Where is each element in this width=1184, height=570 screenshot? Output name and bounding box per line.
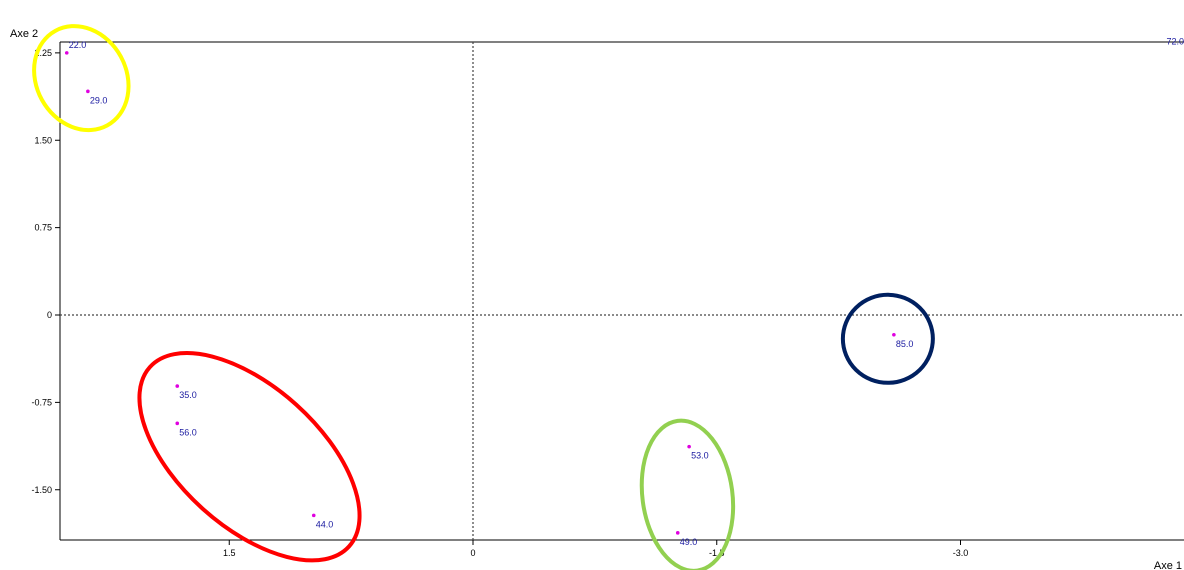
data-point bbox=[311, 513, 316, 518]
y-tick-label: -0.75 bbox=[31, 397, 52, 407]
point-label: 72.0 bbox=[1166, 36, 1184, 46]
data-point bbox=[86, 89, 90, 94]
point-label: 22.0 bbox=[69, 40, 87, 50]
y-tick-label: -1.50 bbox=[31, 485, 52, 495]
x-tick-label: 0 bbox=[470, 548, 475, 558]
point-label: 49.0 bbox=[680, 537, 698, 547]
highlight-ellipse bbox=[639, 418, 736, 570]
data-point bbox=[675, 531, 680, 535]
y-axis-ticks: 2.25 1.50 0.75 0 -0.75 -1.50 bbox=[31, 48, 60, 495]
point-label: 56.0 bbox=[179, 427, 197, 437]
zero-lines bbox=[60, 42, 1184, 540]
y-tick-label: 0 bbox=[47, 310, 52, 320]
highlight-ellipse bbox=[32, 24, 131, 133]
point-label: 44.0 bbox=[316, 519, 334, 529]
data-point bbox=[175, 421, 180, 426]
data-point bbox=[687, 444, 691, 449]
x-tick-label: 1.5 bbox=[223, 548, 236, 558]
highlight-ellipse bbox=[137, 351, 362, 563]
x-tick-label: -1.5 bbox=[709, 548, 725, 558]
data-point bbox=[64, 51, 69, 55]
point-label: 29.0 bbox=[90, 95, 108, 105]
y-tick-label: 1.50 bbox=[34, 135, 52, 145]
x-axis-label: Axe 1 bbox=[1154, 560, 1182, 570]
data-points: 22.0 29.0 72.0 35.0 56.0 44.0 53.0 49.0 85.0 bbox=[64, 36, 1184, 547]
plot-frame bbox=[59, 41, 1184, 541]
highlight-ellipse bbox=[840, 292, 935, 385]
point-label: 35.0 bbox=[179, 390, 197, 400]
point-label: 53.0 bbox=[691, 451, 709, 461]
y-axis-label: Axe 2 bbox=[10, 28, 38, 40]
y-tick-label: 2.25 bbox=[34, 48, 52, 58]
data-point bbox=[175, 384, 180, 388]
data-point bbox=[892, 333, 896, 337]
x-tick-label: -3.0 bbox=[953, 548, 969, 558]
x-axis-ticks: 1.5 0 -1.5 -3.0 bbox=[223, 540, 968, 558]
highlight-ellipses bbox=[32, 24, 935, 570]
point-label: 85.0 bbox=[896, 339, 914, 349]
y-tick-label: 0.75 bbox=[34, 223, 52, 233]
